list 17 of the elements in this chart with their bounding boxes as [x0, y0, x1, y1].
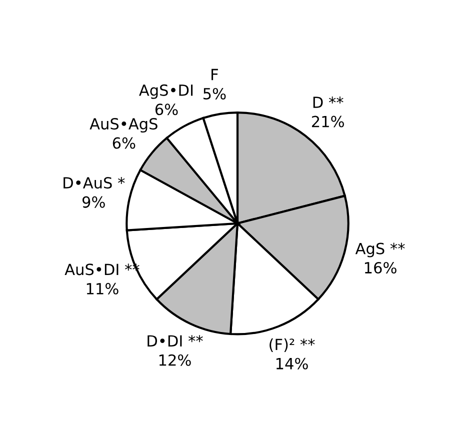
data-label: 11% [86, 282, 118, 294]
data-label: 16% [364, 262, 396, 274]
slice-label: F [212, 68, 218, 80]
data-label: 6% [155, 104, 178, 116]
data-label: 21% [312, 116, 344, 128]
data-label: 6% [112, 137, 136, 149]
data-label: 12% [159, 354, 191, 366]
slice-label: AgS ** [355, 242, 405, 258]
slice-label: D ** [313, 96, 344, 108]
slice-label: (F)² ** [270, 338, 315, 352]
slice-label: AgS•DI [139, 84, 193, 99]
slice-label: D•DI ** [148, 335, 203, 346]
slice-label: D•AuS * [64, 177, 125, 189]
slice-label: AuS•AgS [90, 118, 158, 133]
data-label: 14% [276, 358, 308, 370]
data-label: 5% [204, 88, 226, 100]
data-label: 9% [82, 196, 105, 208]
